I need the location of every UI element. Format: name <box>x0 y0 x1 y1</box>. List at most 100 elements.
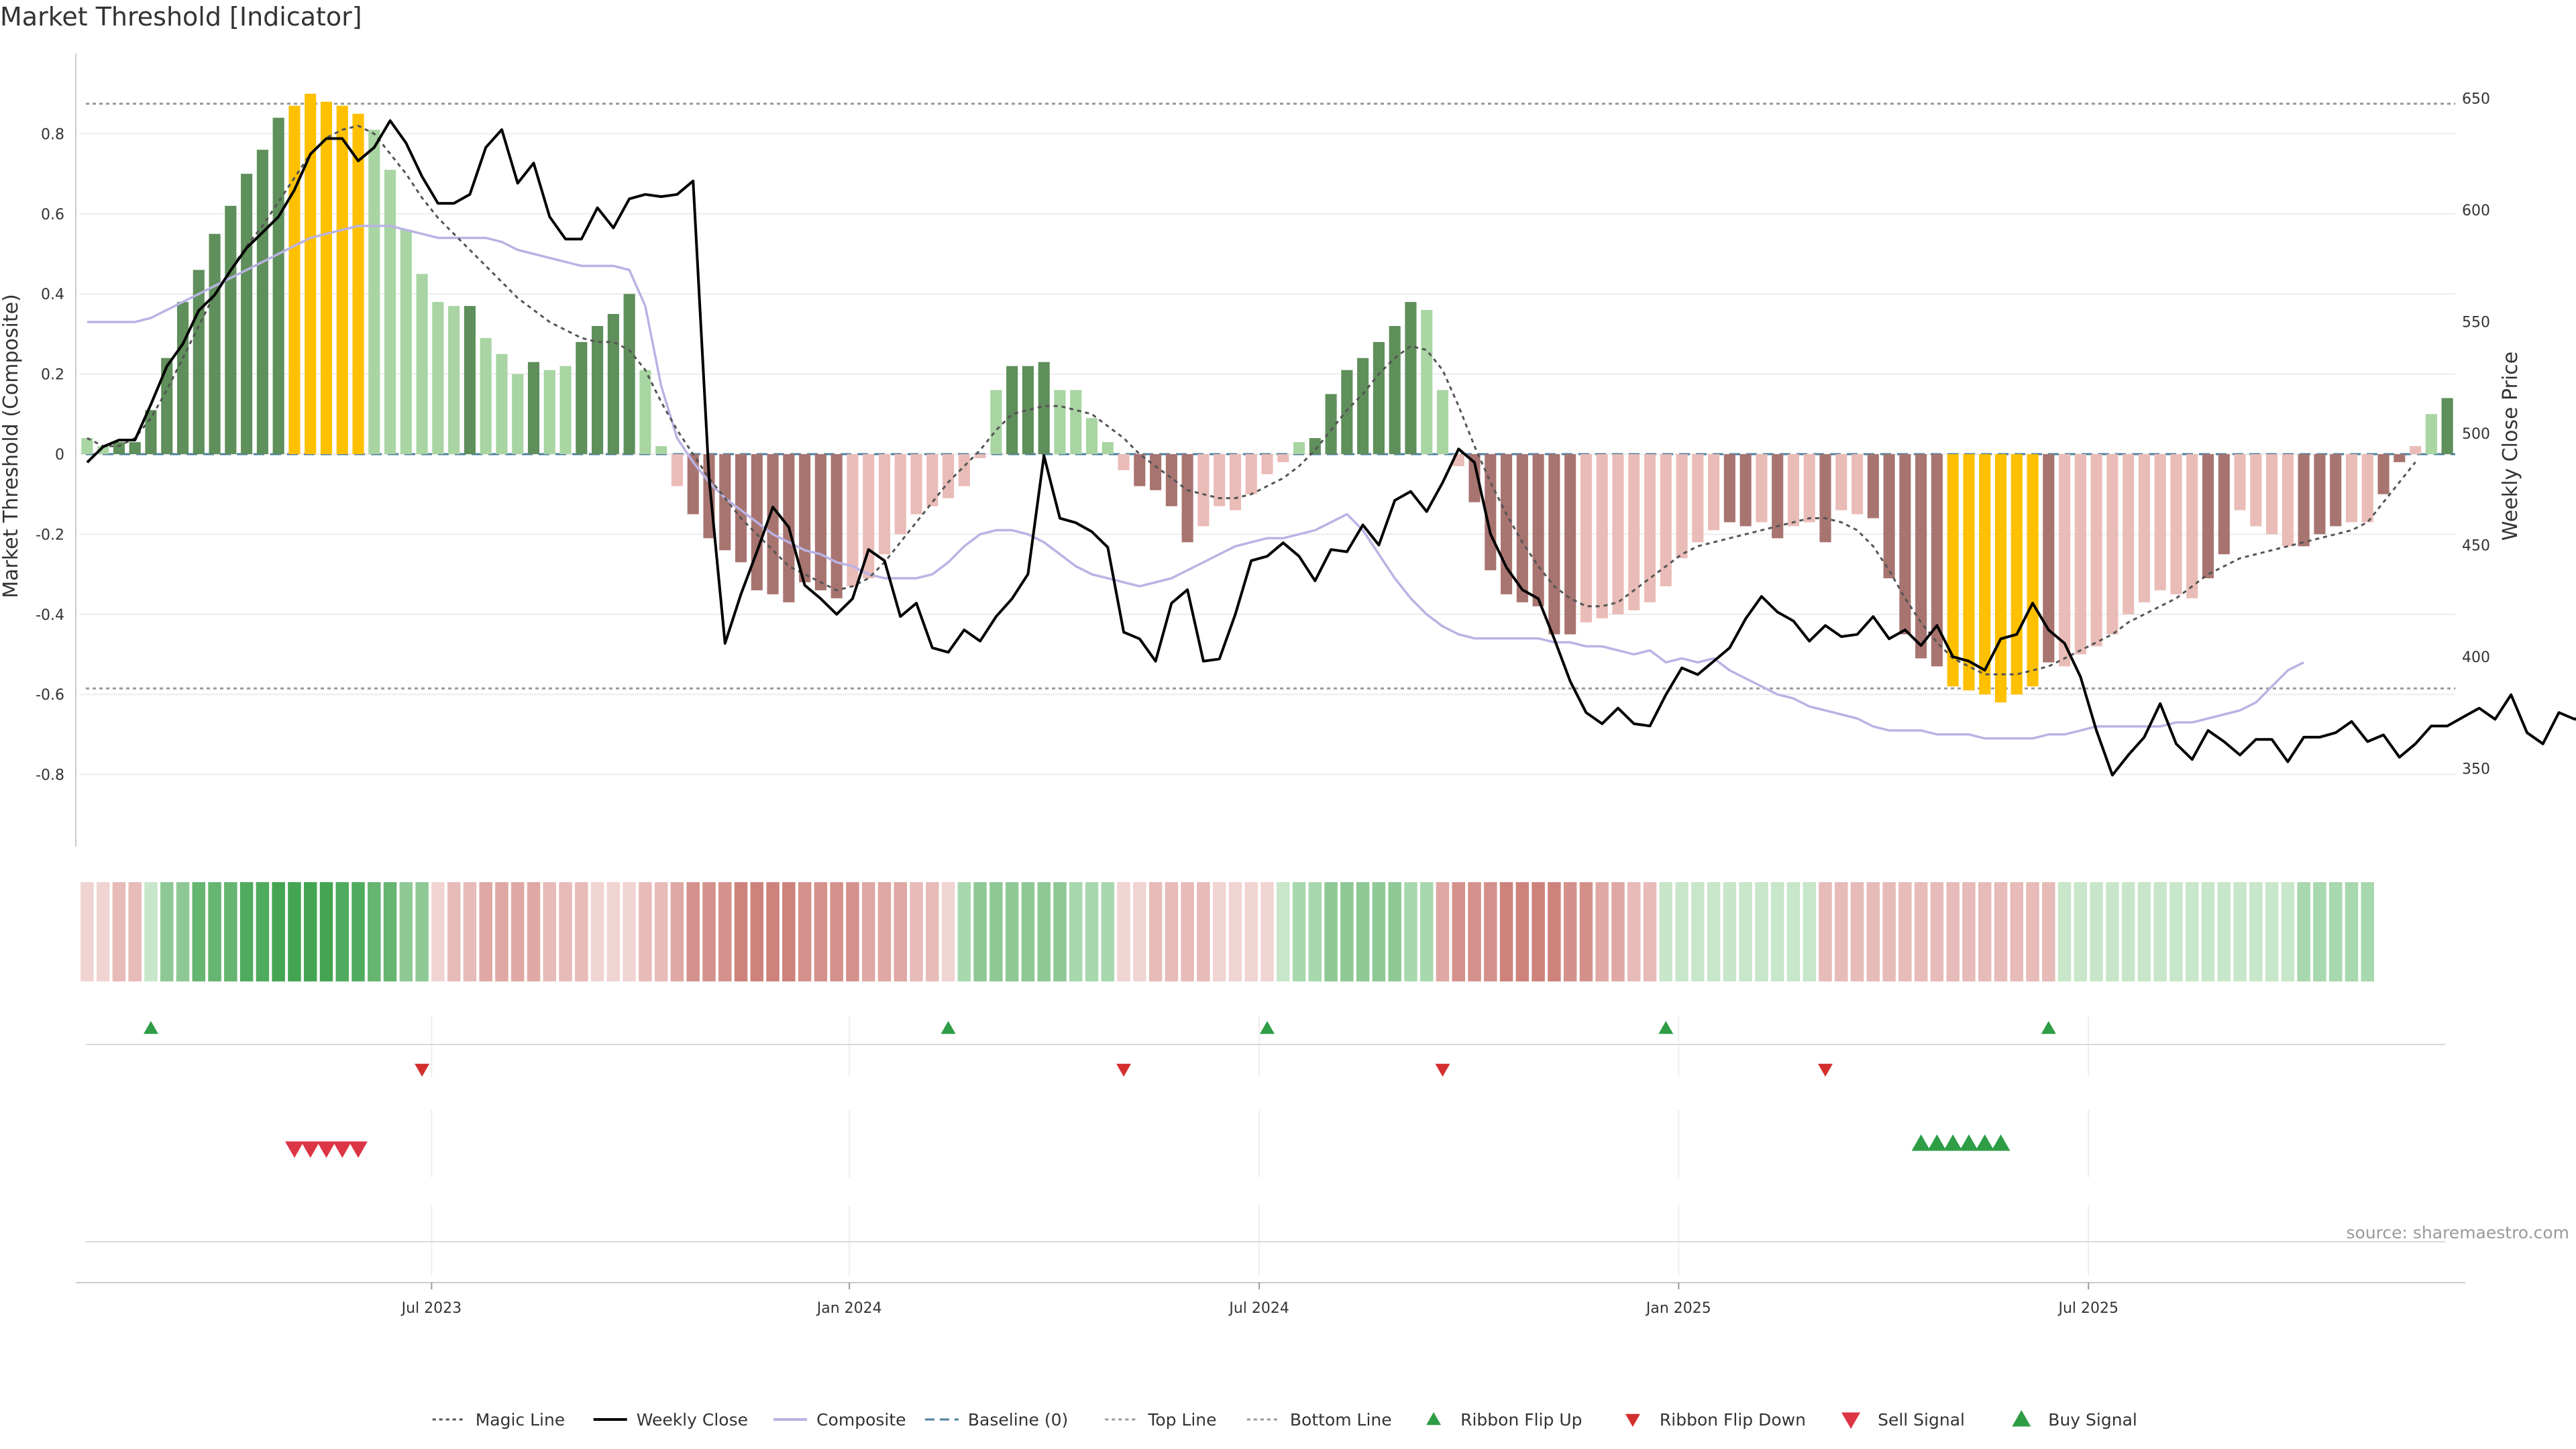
composite-bar <box>1676 453 1688 559</box>
ribbon-cell <box>1819 882 1832 981</box>
ribbon-cell <box>606 882 621 981</box>
composite-bar <box>145 410 157 454</box>
composite-bar <box>2123 453 2135 614</box>
composite-bar <box>2425 414 2437 454</box>
ribbon-cell <box>1595 882 1609 981</box>
composite-bar <box>1947 453 1959 687</box>
y2-tick-label: 450 <box>2462 538 2490 555</box>
ribbon-cell <box>1579 882 1593 981</box>
composite-bar <box>336 105 348 454</box>
ribbon-cell <box>2297 882 2310 981</box>
ribbon-cell <box>941 882 955 981</box>
ribbon-cell <box>1148 882 1163 981</box>
y-tick-label: -0.6 <box>36 687 64 704</box>
y2-tick-label: 350 <box>2462 761 2490 777</box>
composite-bar <box>193 270 205 454</box>
ribbon-cell <box>2106 882 2119 981</box>
composite-bar <box>2074 453 2086 655</box>
ribbon-cell <box>639 882 652 981</box>
ribbon-flip-down-marker <box>1116 1063 1132 1077</box>
ribbon-cell <box>208 882 221 981</box>
ribbon-cell <box>1786 882 1801 981</box>
ribbon-cell <box>479 882 492 981</box>
ribbon-cell <box>176 882 190 981</box>
composite-bar <box>576 341 588 454</box>
ribbon-cell <box>1532 882 1545 981</box>
y2-axis-title: Weekly Close Price <box>2499 352 2522 541</box>
composite-bar <box>2330 453 2342 527</box>
legend-item: Baseline (0) <box>924 1410 1068 1430</box>
ribbon-cell <box>1388 882 1401 981</box>
composite-bar <box>1723 453 1735 523</box>
ribbon-cell <box>926 882 939 981</box>
composite-bar <box>1596 453 1608 619</box>
composite-bar <box>2059 453 2071 667</box>
chart-title: Market Threshold [Indicator] <box>0 2 362 32</box>
composite-bar <box>2106 453 2118 635</box>
composite-bar <box>878 453 891 555</box>
legend-item: Top Line <box>1105 1410 1217 1430</box>
ribbon-cell <box>1452 882 1466 981</box>
ribbon-cell <box>1292 882 1306 981</box>
ribbon-cell <box>654 882 668 981</box>
ribbon-cell <box>846 882 859 981</box>
sell-signal-marker <box>333 1141 352 1158</box>
ribbon-flip-up-marker <box>2041 1021 2056 1034</box>
composite-bar <box>1899 453 1911 635</box>
composite-bar <box>863 453 875 579</box>
composite-bar <box>1118 453 1130 470</box>
ribbon-cell <box>1739 882 1752 981</box>
composite-bar <box>2345 453 2358 523</box>
ribbon-cell <box>447 882 461 981</box>
legend-label: Ribbon Flip Up <box>1460 1410 1582 1430</box>
ribbon-cell <box>1308 882 1322 981</box>
composite-bar <box>1612 453 1624 614</box>
ribbon-cell <box>224 882 237 981</box>
ribbon-cell <box>702 882 716 981</box>
ribbon-cell <box>575 882 588 981</box>
composite-bar <box>943 453 955 498</box>
legend-label: Top Line <box>1147 1410 1216 1430</box>
composite-bar <box>543 370 555 454</box>
composite-bar <box>974 453 986 458</box>
composite-bar <box>1245 453 1257 494</box>
composite-bar <box>2010 453 2023 695</box>
ribbon-cell <box>495 882 508 981</box>
ribbon-cell <box>782 882 796 981</box>
composite-bar <box>1389 325 1401 454</box>
composite-bar <box>1580 453 1592 623</box>
ribbon-cell <box>527 882 541 981</box>
composite-bar <box>1150 453 1162 490</box>
composite-bar <box>129 442 141 454</box>
y-tick-label: 0.2 <box>41 367 64 384</box>
composite-bar <box>830 453 843 598</box>
composite-bar <box>1915 453 1927 659</box>
ribbon-cell <box>1835 882 1848 981</box>
composite-bar <box>2043 453 2055 663</box>
ribbon-cell <box>1436 882 1450 981</box>
y2-tick-label: 600 <box>2462 203 2490 219</box>
composite-bar <box>2282 453 2294 547</box>
ribbon-cell <box>239 882 254 981</box>
ribbon-cell <box>1085 882 1099 981</box>
ribbon-cell <box>96 882 110 981</box>
ribbon-cell <box>2265 882 2279 981</box>
ribbon-cell <box>1962 882 1976 981</box>
composite-bar <box>623 294 635 454</box>
ribbon-cell <box>1548 882 1561 981</box>
composite-bar <box>448 306 460 454</box>
legend-symbol <box>1625 1413 1640 1427</box>
ribbon-cell <box>1930 882 1944 981</box>
buy-signal-marker <box>1911 1134 1931 1151</box>
ribbon-flip-up-marker <box>1658 1021 1674 1034</box>
composite-bar <box>894 453 906 535</box>
composite-bar <box>1660 453 1672 586</box>
sell-signal-marker <box>317 1141 336 1158</box>
composite-bar <box>1548 453 1560 635</box>
ribbon-cell <box>2042 882 2055 981</box>
buy-signal-marker <box>1927 1134 1947 1151</box>
composite-bar <box>1054 390 1066 454</box>
composite-bar <box>1309 438 1321 454</box>
composite-bar <box>1756 453 1768 523</box>
ribbon-cell <box>2121 882 2135 981</box>
